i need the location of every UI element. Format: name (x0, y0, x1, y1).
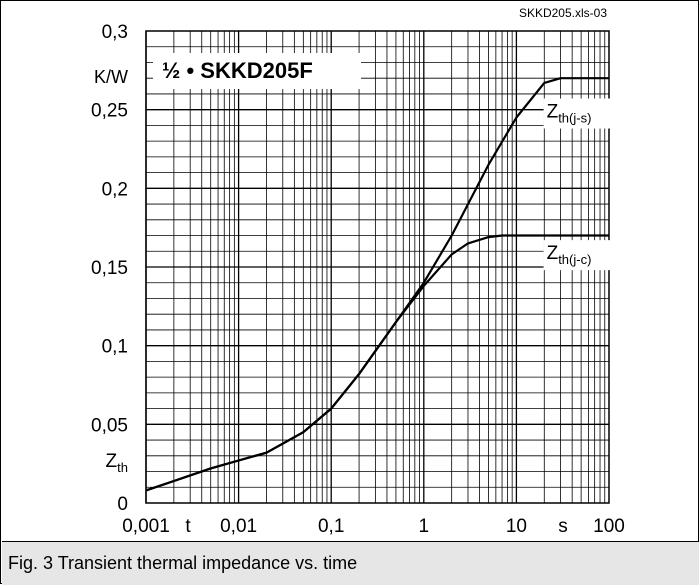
y-tick-label: 0,05 (91, 415, 128, 436)
x-tick-label: 0,1 (318, 516, 344, 537)
y-tick-label: 0,25 (91, 101, 128, 122)
series-line-thj-s (145, 77, 609, 492)
x-tick-label: 0,01 (220, 516, 257, 537)
x-axis-unit: s (558, 516, 568, 537)
major-grid (145, 31, 609, 503)
y-tick-label: 0,15 (91, 258, 128, 279)
series-label-background (543, 98, 622, 129)
series-layer (145, 77, 609, 492)
y-axis-unit: K/W (94, 67, 128, 87)
x-tick-label: 1 (419, 516, 430, 537)
y-tick-label: 0,3 (102, 22, 128, 43)
x-axis-label: t (185, 516, 191, 537)
title-background (153, 53, 361, 89)
series-label-thj-s: Zth(j-s) (547, 102, 592, 126)
x-tick-labels: 0,001 0,01 0,1 1 10 100 (122, 516, 625, 537)
series-label-thj-c: Zth(j-c) (547, 243, 592, 267)
series-label-main: Z (547, 243, 559, 264)
y-tick-labels: 0 0,05 0,1 0,15 0,2 0,25 0,3 (91, 22, 128, 515)
y-axis-label: Zth (106, 451, 128, 475)
series-labels: Zth(j-s)Zth(j-c) (543, 98, 622, 271)
series-label-sub: th(j-c) (558, 252, 591, 267)
series-line-thj-c (145, 234, 609, 492)
thermal-impedance-chart: ½ • SKKD205F Zth(j-s)Zth(j-c) 0,001 0,01 0… (91, 6, 625, 537)
chart-title-box: ½ • SKKD205F (153, 53, 361, 89)
y-tick-label: 0 (117, 494, 128, 515)
series-label-sub: th(j-s) (558, 111, 591, 126)
caption-text: Fig. 3 Transient thermal impedance vs. t… (8, 553, 358, 573)
x-tick-label: 10 (506, 516, 527, 537)
chart-title: ½ • SKKD205F (162, 58, 313, 83)
series-label-main: Z (547, 102, 559, 123)
y-tick-label: 0,2 (102, 179, 128, 200)
series-label-background (543, 240, 622, 271)
y-axis-label-main: Z (106, 451, 118, 472)
figure-caption: Fig. 3 Transient thermal impedance vs. t… (2, 541, 699, 585)
x-tick-label: 100 (593, 516, 625, 537)
source-tag: SKKD205.xls-03 (519, 6, 607, 20)
x-tick-label: 0,001 (122, 516, 170, 537)
y-axis-label-sub: th (117, 460, 128, 475)
y-tick-label: 0,1 (102, 337, 128, 358)
